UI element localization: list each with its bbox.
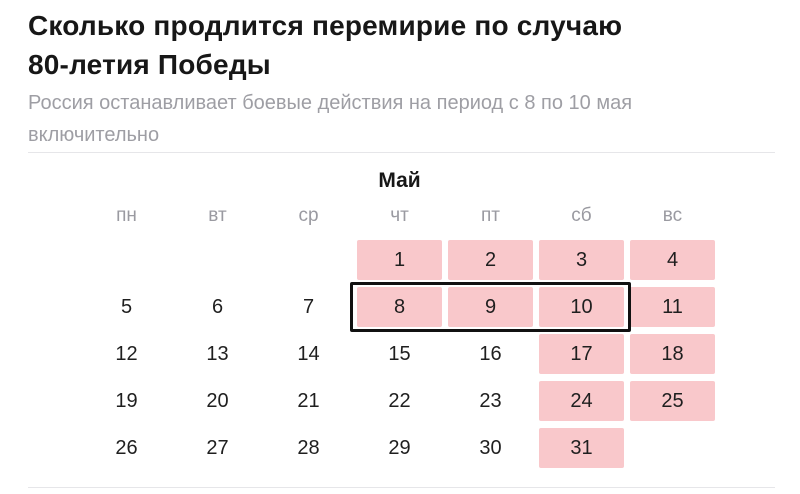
bottom-divider bbox=[28, 487, 775, 488]
weekday-label-чт: чт bbox=[390, 205, 409, 226]
day-cell-22: 22 bbox=[388, 389, 411, 412]
day-cell-28: 28 bbox=[297, 436, 320, 459]
day-cell-26: 26 bbox=[115, 436, 138, 459]
weekday-label-вс: вс bbox=[662, 205, 683, 226]
day-cell-4: 4 bbox=[630, 240, 715, 280]
day-cell-17: 17 bbox=[539, 334, 624, 374]
day-cell-6: 6 bbox=[211, 295, 224, 318]
weekday-header: пн вт ср чт пт сб вс bbox=[84, 203, 715, 229]
weekday-label-ср: ср bbox=[298, 205, 319, 226]
weekday-label-вт: вт bbox=[208, 205, 227, 226]
day-cell-24: 24 bbox=[539, 381, 624, 421]
month-title: Май bbox=[378, 169, 421, 192]
day-cell-5: 5 bbox=[120, 295, 133, 318]
day-cell-7: 7 bbox=[302, 295, 315, 318]
day-cell-27: 27 bbox=[206, 436, 229, 459]
weekday-label-пн: пн bbox=[116, 205, 137, 226]
day-cell-11: 11 bbox=[630, 287, 715, 327]
day-cell-18: 18 bbox=[630, 334, 715, 374]
page-title: Сколько продлится перемирие по случаю 80… bbox=[28, 6, 768, 84]
day-cell-13: 13 bbox=[206, 342, 229, 365]
day-cell-empty bbox=[84, 240, 169, 280]
day-cell-12: 12 bbox=[115, 342, 138, 365]
day-cell-23: 23 bbox=[479, 389, 502, 412]
page-subtitle-line1: Россия останавливает боевые действия на … bbox=[28, 92, 633, 114]
day-cell-29: 29 bbox=[388, 436, 411, 459]
day-cell-8: 8 bbox=[357, 287, 442, 327]
page-title-line2: 80-летия Победы bbox=[28, 49, 271, 80]
day-cell-20: 20 bbox=[206, 389, 229, 412]
day-cell-16: 16 bbox=[479, 342, 502, 365]
page-subtitle-line2: включительно bbox=[28, 124, 160, 146]
day-cell-10: 10 bbox=[539, 287, 624, 327]
page-subtitle: Россия останавливает боевые действия на … bbox=[28, 87, 768, 151]
day-grid: 1 2 3 4 5 6 7 8 9 10 11 12 13 14 15 16 17 18 19 20 21 22 23 24 2… bbox=[84, 240, 715, 468]
day-cell-empty bbox=[266, 240, 351, 280]
day-cell-14: 14 bbox=[297, 342, 320, 365]
weekday-label-сб: сб bbox=[571, 205, 592, 226]
day-cell-1: 1 bbox=[357, 240, 442, 280]
top-divider bbox=[28, 152, 775, 153]
weekday-label-пт: пт bbox=[481, 205, 500, 226]
day-cell-30: 30 bbox=[479, 436, 502, 459]
day-cell-25: 25 bbox=[630, 381, 715, 421]
day-cell-2: 2 bbox=[448, 240, 533, 280]
day-cell-empty bbox=[175, 240, 260, 280]
day-cell-9: 9 bbox=[448, 287, 533, 327]
day-cell-15: 15 bbox=[388, 342, 411, 365]
day-cell-19: 19 bbox=[115, 389, 138, 412]
day-cell-21: 21 bbox=[297, 389, 320, 412]
day-cell-empty bbox=[630, 428, 715, 468]
day-cell-31: 31 bbox=[539, 428, 624, 468]
day-cell-3: 3 bbox=[539, 240, 624, 280]
page-title-line1: Сколько продлится перемирие по случаю bbox=[28, 10, 623, 41]
